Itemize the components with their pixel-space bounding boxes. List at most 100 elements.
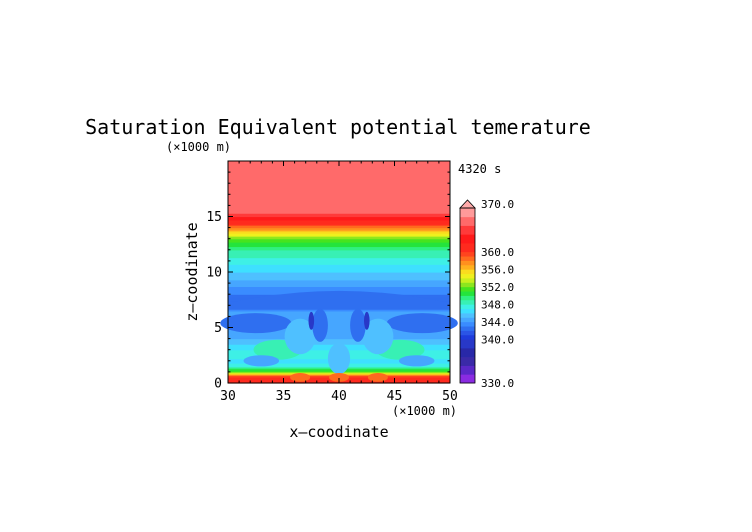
contour-band: [228, 266, 450, 269]
y-axis: 0 5 10 15: [206, 160, 450, 392]
core-column: [312, 308, 328, 342]
colorbar-swatch: [460, 282, 475, 288]
contour-band: [228, 238, 450, 241]
contour-band: [228, 257, 450, 260]
contour-band: [228, 204, 450, 206]
colorbar-label: 352.0: [481, 281, 514, 294]
colorbar-label: 348.0: [481, 298, 514, 311]
contour-band: [228, 333, 450, 335]
contour-band: [228, 287, 450, 290]
y-axis-label: z—coodinate: [183, 222, 201, 321]
surface-bump: [329, 373, 349, 382]
contour-band: [228, 194, 450, 197]
contour-band: [228, 326, 450, 329]
y-tick-label: 0: [214, 377, 222, 392]
contour-band: [228, 197, 450, 200]
colorbar-swatch: [460, 225, 475, 235]
y-tick-label: 5: [214, 321, 222, 336]
colorbar-swatch: [460, 313, 475, 318]
contour-band: [228, 205, 450, 208]
contour-band: [228, 222, 450, 224]
upper-dome: [228, 290, 450, 310]
contour-band: [228, 187, 450, 190]
contour-band: [228, 225, 450, 228]
contour-band: [228, 289, 450, 292]
contour-band: [228, 165, 450, 168]
colorbar: 370.0 360.0 356.0 352.0 348.0 344.0 340.0 330.0: [459, 198, 514, 390]
contour-band: [228, 198, 450, 201]
contour-band: [228, 209, 450, 212]
colorbar-swatch: [460, 374, 475, 384]
contour-band: [228, 237, 450, 240]
colorbar-swatch: [460, 286, 475, 292]
contour-band: [228, 310, 450, 313]
contour-band: [228, 230, 450, 233]
colorbar-swatch: [460, 326, 475, 331]
contour-band: [228, 216, 450, 219]
contour-band: [228, 273, 450, 275]
time-label: 4320 s: [458, 162, 501, 176]
central-column: [327, 343, 351, 375]
contour-band: [228, 325, 450, 327]
cold-core: [364, 311, 370, 330]
colorbar-label: 344.0: [481, 316, 514, 329]
contour-band: [228, 244, 450, 246]
contour-band: [228, 217, 450, 220]
contour-band: [228, 328, 450, 331]
contour-band: [228, 239, 450, 242]
colorbar-swatch: [460, 208, 475, 218]
lobe: [386, 313, 458, 334]
contour-band: [228, 309, 450, 312]
contour-band: [228, 208, 450, 211]
colorbar-swatch: [460, 348, 475, 358]
contour-band: [228, 315, 450, 317]
contour-band: [228, 316, 450, 319]
contour-band: [228, 260, 450, 263]
contour-band: [228, 210, 450, 213]
contour-band: [228, 279, 450, 282]
contour-band: [228, 184, 450, 187]
contour-band: [228, 320, 450, 323]
chart-title: Saturation Equivalent potential temeratu…: [85, 115, 591, 139]
contour-band: [228, 249, 450, 252]
contour-band: [228, 180, 450, 183]
contour-band: [228, 321, 450, 324]
contour-band: [228, 253, 450, 255]
contour-band: [228, 228, 450, 231]
contour-band: [228, 247, 450, 250]
x-axis: 30 35 40 45 50: [220, 161, 458, 404]
contour-band: [228, 264, 450, 266]
contour-band: [228, 242, 450, 244]
contour-band: [228, 281, 450, 284]
contour-band: [228, 254, 450, 256]
contour-band: [228, 338, 450, 341]
contour-band: [228, 218, 450, 221]
contour-band: [228, 270, 450, 273]
contour-band: [228, 207, 450, 210]
contour-band: [228, 280, 450, 283]
contour-band: [228, 219, 450, 222]
contour-band: [228, 233, 450, 235]
contour-band: [228, 176, 450, 179]
contour-band: [228, 192, 450, 194]
contour-band: [228, 317, 450, 320]
contour-band: [228, 275, 450, 278]
surface-bump: [367, 373, 388, 382]
contour-band: [228, 327, 450, 330]
contour-band: [228, 288, 450, 291]
contour-band: [228, 224, 450, 226]
contour-band: [228, 340, 450, 343]
contour-band: [228, 286, 450, 289]
contour-band: [228, 172, 450, 174]
contour-band: [228, 188, 450, 191]
x-tick-label: 50: [442, 389, 458, 404]
contour-band: [228, 195, 450, 198]
colorbar-swatch: [460, 317, 475, 323]
contour-band: [228, 265, 450, 268]
contour-band: [228, 334, 450, 336]
contour-band: [228, 278, 450, 281]
contour-band: [228, 223, 450, 225]
contour-band: [228, 311, 450, 314]
contour-band: [228, 336, 450, 339]
